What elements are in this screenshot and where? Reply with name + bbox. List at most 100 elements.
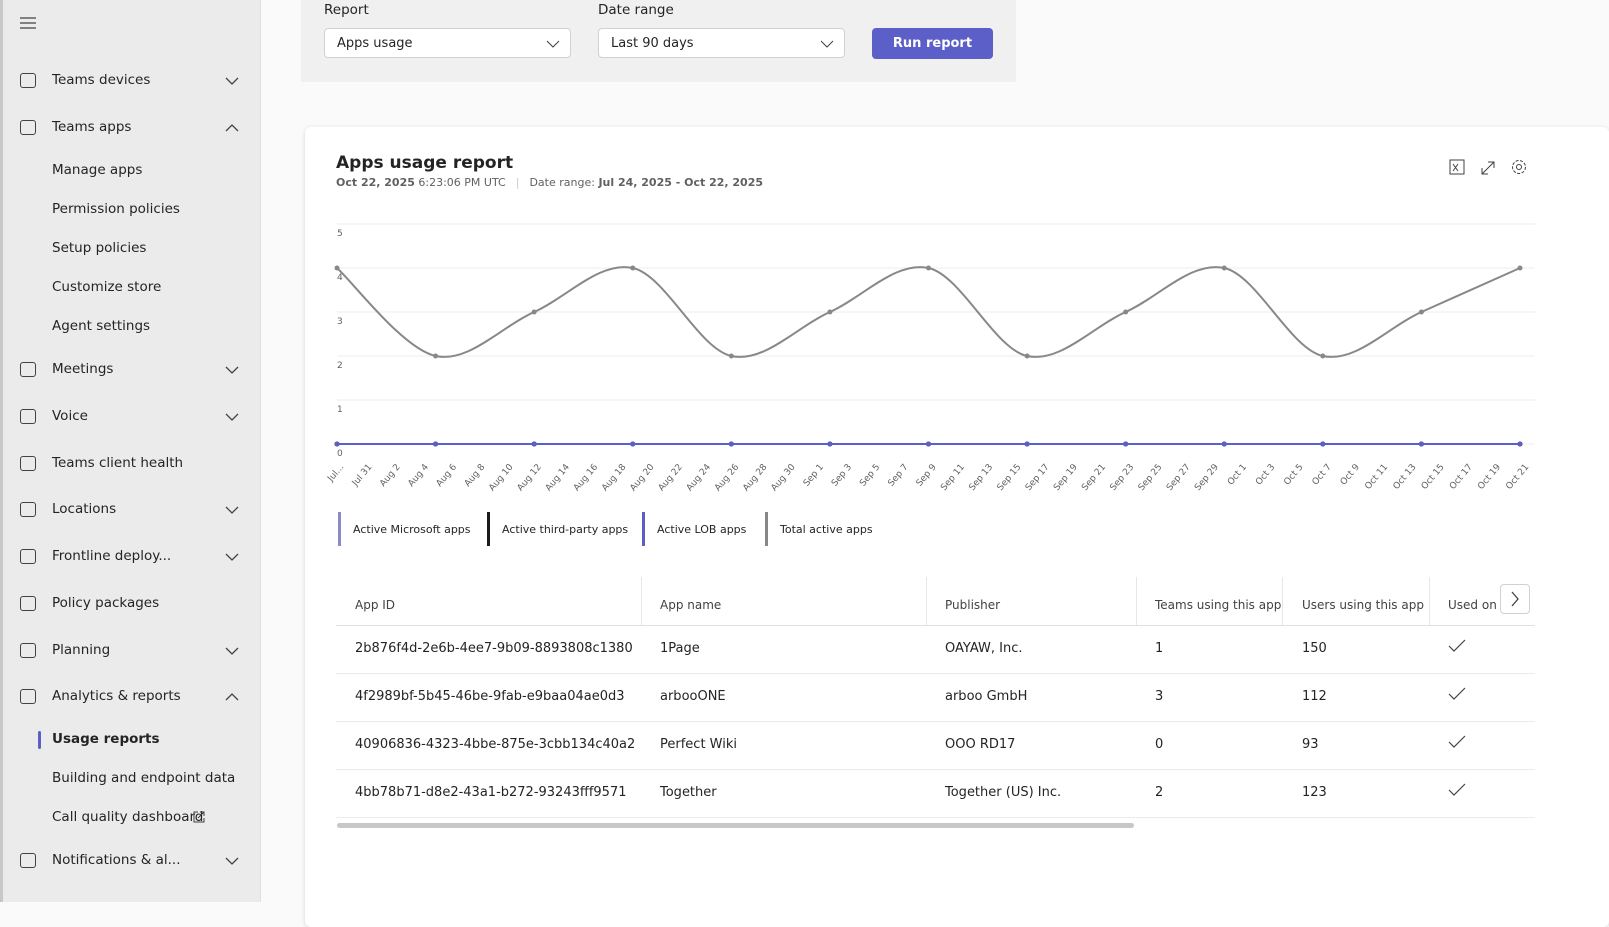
nav-item[interactable]: Analytics & reports [52,688,181,704]
column-header: Used on W [1448,598,1513,612]
next-button[interactable] [1500,584,1530,614]
table-cell: 40906836-4323-4bbe-875e-3cbb134c40a2 [355,737,636,752]
point [1517,441,1523,447]
x-tick-label: Aug 2 [378,463,402,489]
x-tick-label: Oct 1 [1226,463,1249,488]
point [1123,309,1129,315]
nav-item[interactable]: Usage reports [52,731,160,747]
y-tick-label: 0 [337,449,343,459]
point [433,441,439,447]
point [1320,441,1326,447]
nav-item[interactable]: Teams apps [52,119,132,135]
nav-item[interactable]: Customize store [52,279,162,295]
range-select[interactable]: Last 90 days [598,28,845,58]
chevron [225,506,239,514]
point [1024,441,1030,447]
table-cell: 2b876f4d-2e6b-4ee7-9b09-8893808c1380 [355,641,633,656]
x-tick-label: Aug 12 [516,463,544,494]
nav-item[interactable]: Voice [52,408,88,424]
column-divider [641,577,642,625]
nav-item[interactable]: Agent settings [52,318,151,334]
x-tick-label: Oct 5 [1282,463,1305,488]
nav-item[interactable]: Notifications & al... [52,852,181,868]
nav-item[interactable]: Setup policies [52,240,147,256]
table-cell: 1Page [660,641,700,656]
point [1221,441,1227,447]
scrollbar [337,823,1134,828]
report-title: Apps usage report [336,153,514,173]
nav-item[interactable]: Building and endpoint data [52,770,236,786]
nav-item[interactable]: Planning [52,642,111,658]
menu-icon[interactable] [19,16,37,30]
table-cell: 0 [1155,737,1164,752]
table-cell: OOO RD17 [945,737,1016,752]
label: Date range [598,2,674,18]
nav-item[interactable]: Policy packages [52,595,160,611]
x-tick-label: Sep 29 [1193,462,1221,493]
chevron-path [225,506,239,514]
nav-item[interactable]: Meetings [52,361,114,377]
x-tick-label: Oct 13 [1392,463,1419,492]
table-cell: 2 [1155,785,1164,800]
legend-swatch [338,512,341,546]
table-cell: 3 [1155,689,1164,704]
y-tick-label: 1 [337,405,343,415]
chevron [225,693,239,701]
point [926,265,931,271]
header-border [336,625,1535,626]
check-icon [1448,734,1466,753]
table-cell: 4f2989bf-5b45-46be-9fab-e9baa04ae0d3 [355,689,625,704]
x-tick-label: Aug 22 [657,463,685,494]
y-tick-label: 2 [337,361,343,371]
x-tick-label: Aug 30 [770,462,798,493]
nav-icon [20,502,36,517]
x-tick-label: Oct 17 [1448,463,1475,492]
expand-icon[interactable] [1481,161,1495,175]
table-cell: 150 [1302,641,1327,656]
x-tick-label: Aug 6 [435,462,460,489]
point [1221,265,1227,271]
nav-icon [20,73,36,88]
export-icon[interactable] [1449,159,1465,175]
x-tick-label: Oct 11 [1363,463,1390,492]
column-header: Teams using this app [1155,598,1282,612]
nav-item[interactable]: Teams client health [52,455,184,471]
table-cell: 112 [1302,689,1327,704]
point [433,353,439,359]
chevron [225,857,239,865]
settings-icon[interactable] [1512,160,1526,174]
point [827,441,833,447]
x-tick-label: Aug 14 [544,462,572,493]
point [1320,353,1326,359]
table-cell: Together [660,785,717,800]
report-select[interactable]: Apps usage [324,28,571,58]
run-button[interactable]: Run report [872,28,993,59]
row-border [336,721,1535,722]
chevron-path [225,693,239,701]
external-icon [193,811,205,823]
report-form: Report Apps usage Date range Last 90 day… [301,0,1016,82]
nav-icon [20,120,36,135]
x-tick-label: Aug 24 [685,462,713,493]
check [1448,735,1466,748]
x-tick-label: Sep 3 [830,463,854,489]
x-tick-label: Aug 20 [628,462,656,493]
point [1123,441,1129,447]
nav-icon [20,596,36,611]
legend-label: Active third-party apps [502,523,628,536]
legend-swatch [487,512,490,546]
chevron [225,647,239,655]
chevron [225,413,239,421]
x-tick-label: Aug 4 [406,462,431,489]
nav-item[interactable]: Call quality dashboard [52,809,204,825]
legend-label: Active Microsoft apps [353,523,471,536]
nav-item[interactable]: Locations [52,501,117,517]
point [1418,309,1424,315]
nav-item[interactable]: Manage apps [52,162,143,178]
value: Last 90 days [611,36,694,51]
nav-item[interactable]: Frontline deploy... [52,548,172,564]
nav-icon [20,456,36,471]
nav-item[interactable]: Teams devices [52,72,151,88]
nav-item[interactable]: Permission policies [52,201,180,217]
value: Apps usage [337,36,413,51]
